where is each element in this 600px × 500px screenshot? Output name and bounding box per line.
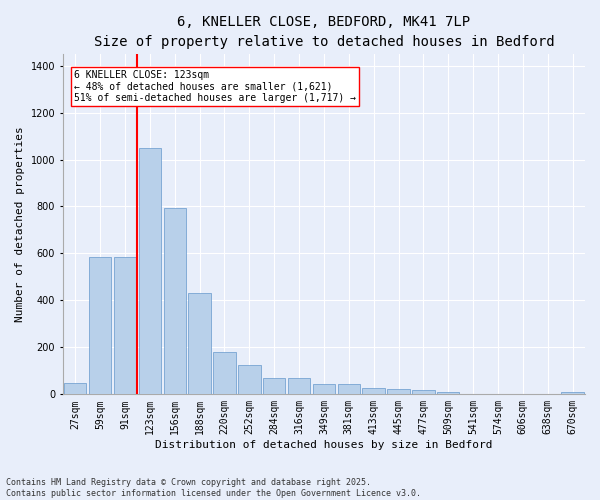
Bar (362, 388, 385, 394)
Y-axis label: Number of detached properties: Number of detached properties (15, 126, 25, 322)
Bar (139, 148, 161, 394)
Bar (562, 392, 584, 394)
Text: Contains HM Land Registry data © Crown copyright and database right 2025.
Contai: Contains HM Land Registry data © Crown c… (6, 478, 421, 498)
Bar (89, 257, 112, 394)
Bar (338, 384, 360, 394)
Bar (288, 378, 310, 394)
Bar (213, 352, 236, 395)
Bar (412, 390, 434, 394)
Bar (388, 389, 410, 394)
Bar (64, 384, 86, 394)
X-axis label: Distribution of detached houses by size in Bedford: Distribution of detached houses by size … (155, 440, 493, 450)
Bar (164, 208, 186, 394)
Bar (238, 365, 260, 394)
Bar (188, 294, 211, 394)
Bar (437, 392, 460, 394)
Text: 6 KNELLER CLOSE: 123sqm
← 48% of detached houses are smaller (1,621)
51% of semi: 6 KNELLER CLOSE: 123sqm ← 48% of detache… (74, 70, 356, 104)
Bar (263, 378, 286, 394)
Title: 6, KNELLER CLOSE, BEDFORD, MK41 7LP
Size of property relative to detached houses: 6, KNELLER CLOSE, BEDFORD, MK41 7LP Size… (94, 15, 554, 48)
Bar (313, 384, 335, 394)
Bar (114, 257, 136, 394)
